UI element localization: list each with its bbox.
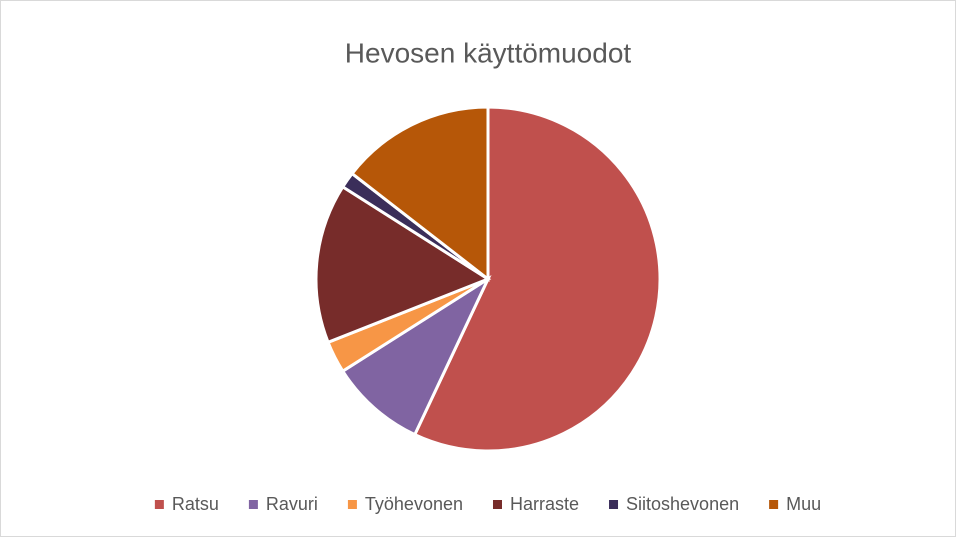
pie-slice bbox=[349, 105, 490, 283]
legend-label: Ratsu bbox=[172, 494, 219, 514]
legend-swatch bbox=[769, 500, 779, 509]
legend-label: Siitoshevonen bbox=[626, 494, 739, 514]
legend-label: Työhevonen bbox=[365, 494, 463, 514]
legend-swatch bbox=[492, 500, 502, 509]
pie-slice bbox=[314, 184, 492, 345]
pie-slice bbox=[340, 274, 492, 437]
legend-label: Harraste bbox=[510, 494, 579, 514]
legend-swatch bbox=[347, 500, 357, 509]
legend-label: Ravuri bbox=[266, 494, 318, 514]
legend-label: Muu bbox=[786, 494, 821, 514]
legend-swatch bbox=[609, 500, 619, 509]
legend-swatch bbox=[248, 500, 258, 509]
chart-title: Hevosen käyttömuodot bbox=[345, 37, 632, 68]
pie-slice bbox=[412, 105, 662, 453]
legend-swatch bbox=[154, 500, 164, 509]
